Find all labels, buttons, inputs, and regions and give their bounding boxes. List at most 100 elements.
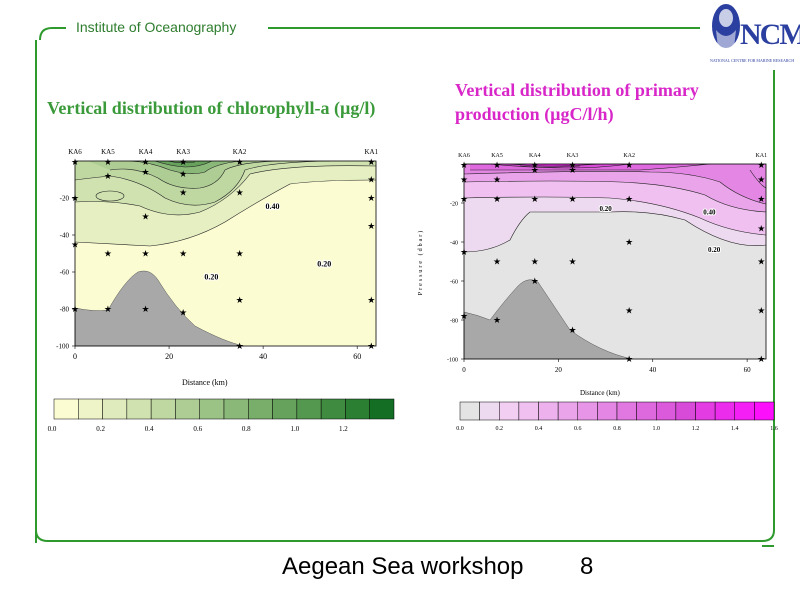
chlorophyll-bathymetry [74,270,245,347]
colorbar-swatch [53,398,79,420]
colorbar-swatch [616,401,637,421]
sample-point: ★ [236,249,244,259]
colorbar-swatch [320,398,346,420]
x-tick-label: 60 [353,352,361,361]
sample-point: ★ [531,194,539,204]
y-tick-label: -60 [450,280,458,286]
sample-point: ★ [757,305,765,315]
sample-point: ★ [625,194,633,204]
x-tick-label: 20 [165,352,173,361]
sample-point: ★ [460,160,468,170]
contour-label: 0.20 [204,272,218,281]
sample-point: ★ [236,341,244,351]
sample-point: ★ [104,249,112,259]
sample-point: ★ [71,304,79,314]
station-label: KA1 [755,153,767,159]
station-label: KA1 [364,148,378,156]
sample-point: ★ [625,305,633,315]
sample-point: ★ [757,223,765,233]
y-tick-label: -100 [447,358,458,364]
sample-point: ★ [71,157,79,167]
page-number: 8 [580,553,594,580]
sample-point: ★ [531,165,539,175]
sample-point: ★ [179,169,187,179]
station-label: KA2 [623,153,635,159]
chlorophyll-xlabel: Distance (km) [182,378,228,387]
sample-point: ★ [236,187,244,197]
sample-point: ★ [531,276,539,286]
sample-point: ★ [179,157,187,167]
sample-point: ★ [104,304,112,314]
pp-ylabel: Pressure (dbar) [417,229,424,296]
colorbar-tick-label: 1.0 [653,426,661,432]
y-tick-label: -80 [60,306,70,314]
sample-point: ★ [625,354,633,364]
sample-point: ★ [568,160,576,170]
colorbar-tick-label: 0.4 [535,426,543,432]
colorbar-tick-label: 1.6 [770,426,778,432]
contour-label: 0.40 [703,209,716,217]
colorbar-tick-label: 0.8 [242,425,251,433]
colorbar-tick-label: 1.2 [692,426,700,432]
contour-label: 0.20 [317,259,331,268]
x-tick-label: 40 [259,352,267,361]
colorbar-tick-label: 0.0 [456,426,464,432]
sample-point: ★ [757,175,765,185]
sample-point: ★ [367,341,375,351]
colorbar-swatch [538,401,559,421]
x-tick-label: 0 [73,352,77,361]
sample-point: ★ [71,193,79,203]
colorbar-tick-label: 0.2 [96,425,105,433]
colorbar-tick-label: 0.0 [48,425,57,433]
sample-point: ★ [104,157,112,167]
colorbar-swatch [754,401,775,421]
sample-point: ★ [367,157,375,167]
colorbar-tick-label: 1.0 [290,425,299,433]
primary-production-contour-field [464,164,766,359]
svg-text:NCMR: NCMR [740,18,800,51]
colorbar-swatch [223,398,249,420]
sample-point: ★ [460,311,468,321]
y-tick-label: -60 [60,269,70,277]
colorbar-swatch [150,398,176,420]
colorbar-swatch [199,398,225,420]
colorbar-swatch [126,398,152,420]
sample-point: ★ [493,315,501,325]
colorbar-tick-label: 0.2 [496,426,504,432]
sample-point: ★ [142,157,150,167]
sample-point: ★ [493,194,501,204]
station-label: KA6 [458,153,470,159]
sample-point: ★ [460,175,468,185]
pp-plot-border [463,163,767,360]
sample-point: ★ [71,239,79,249]
sample-point: ★ [460,194,468,204]
colorbar-swatch [78,398,103,420]
colorbar-swatch [479,401,500,421]
sample-point: ★ [568,165,576,175]
sample-point: ★ [493,257,501,267]
sample-point: ★ [460,247,468,257]
sample-point: ★ [757,354,765,364]
contour-label: 0.20 [599,205,612,213]
y-tick-label: -40 [450,241,458,247]
sample-point: ★ [142,212,150,222]
colorbar-tick-label: 1.2 [339,425,348,433]
x-tick-label: 20 [555,366,563,374]
sample-point: ★ [179,249,187,259]
sample-point: ★ [568,325,576,335]
sample-point: ★ [531,160,539,170]
station-label: KA3 [176,148,190,156]
pp-xlabel: Distance (km) [580,389,621,397]
colorbar-swatch [102,398,128,420]
station-label: KA3 [567,153,579,159]
colorbar-swatch [577,401,598,421]
x-tick-label: 40 [649,366,657,374]
chlorophyll-contour-field [75,161,376,346]
sample-point: ★ [367,295,375,305]
logo-subtext: NATIONAL CENTRE FOR MARINE RESEARCH [710,58,794,63]
y-tick-label: -40 [60,232,70,240]
colorbar-tick-label: 0.6 [574,426,582,432]
colorbar-swatch [345,398,370,420]
colorbar-swatch [734,401,755,421]
